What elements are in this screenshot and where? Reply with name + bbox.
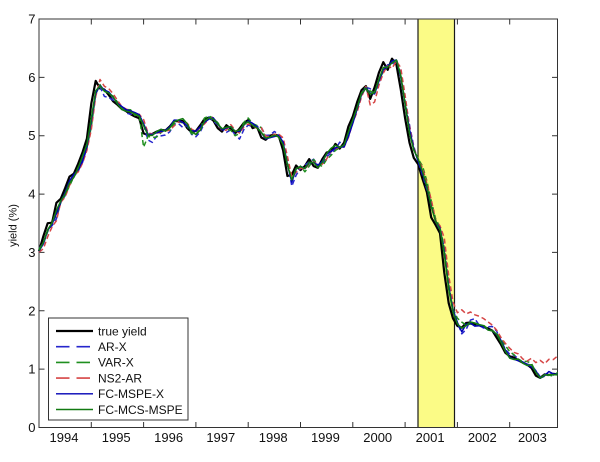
svg-text:1994: 1994 xyxy=(50,430,79,445)
svg-text:1999: 1999 xyxy=(311,430,340,445)
svg-text:7: 7 xyxy=(28,12,35,27)
svg-text:1996: 1996 xyxy=(154,430,183,445)
svg-text:FC-MCS-MSPE: FC-MCS-MSPE xyxy=(98,403,183,417)
svg-text:AR-X: AR-X xyxy=(98,340,127,354)
svg-text:6: 6 xyxy=(28,70,35,85)
svg-text:4: 4 xyxy=(28,187,35,202)
svg-text:NS2-AR: NS2-AR xyxy=(98,371,142,385)
svg-text:2003: 2003 xyxy=(518,430,547,445)
svg-text:3: 3 xyxy=(28,245,35,260)
svg-text:1: 1 xyxy=(28,362,35,377)
svg-text:yield (%): yield (%) xyxy=(8,204,20,247)
svg-text:VAR-X: VAR-X xyxy=(98,356,134,370)
svg-text:2: 2 xyxy=(28,303,35,318)
svg-text:2000: 2000 xyxy=(363,430,392,445)
svg-text:0: 0 xyxy=(28,420,35,435)
svg-text:2002: 2002 xyxy=(468,430,497,445)
svg-text:1997: 1997 xyxy=(206,430,235,445)
svg-text:true yield: true yield xyxy=(98,324,147,338)
svg-text:2001: 2001 xyxy=(416,430,445,445)
svg-text:FC-MSPE-X: FC-MSPE-X xyxy=(98,387,164,401)
svg-text:1998: 1998 xyxy=(259,430,288,445)
svg-text:5: 5 xyxy=(28,128,35,143)
svg-text:1995: 1995 xyxy=(102,430,131,445)
